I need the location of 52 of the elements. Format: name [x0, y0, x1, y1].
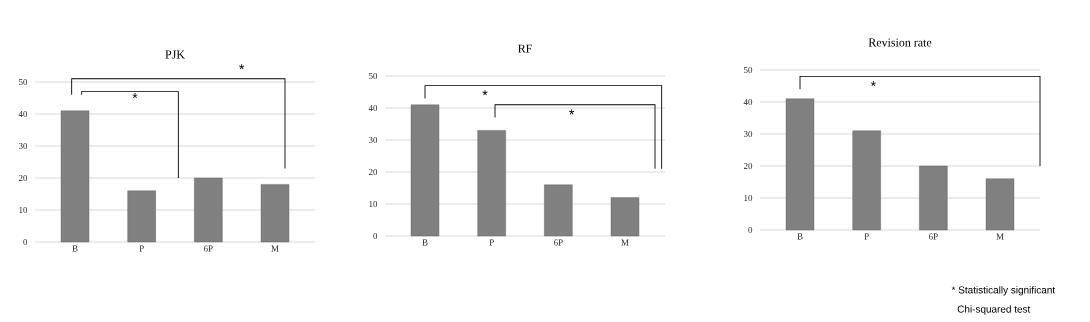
x-tick-label: P — [489, 239, 494, 246]
x-tick-label: P — [139, 245, 144, 252]
bar — [477, 130, 506, 237]
text: Chi-squared test — [957, 305, 1031, 315]
bar — [785, 98, 815, 231]
x-tick-label: B — [797, 233, 803, 240]
y-tick-label: 0 — [748, 226, 753, 234]
x-tick-label: B — [72, 245, 78, 252]
x-tick-label: B — [422, 239, 428, 246]
bar — [544, 184, 573, 237]
chart-title: Revision rate — [868, 38, 932, 47]
annotation: * — [569, 109, 575, 115]
bar — [60, 110, 90, 243]
bar — [852, 130, 881, 231]
text: * — [239, 64, 245, 70]
x-tick-label: 6P — [203, 245, 213, 252]
x-tick-label: P — [864, 233, 869, 240]
y-tick-label: 0 — [373, 232, 378, 240]
y-tick-label: 50 — [369, 72, 378, 80]
x-tick-label: M — [271, 245, 279, 252]
y-tick-label: 30 — [18, 142, 28, 150]
y-tick-label: 30 — [368, 136, 378, 144]
x-tick-label: 6P — [553, 239, 563, 246]
chart-title: PJK — [165, 50, 185, 59]
y-tick-label: 30 — [743, 130, 753, 138]
text: * Statistically significant — [951, 286, 1056, 296]
y-tick-label: 10 — [744, 194, 753, 202]
x-tick-label: M — [621, 239, 629, 246]
bar — [194, 177, 223, 243]
bar — [985, 178, 1015, 231]
y-tick-label: 40 — [368, 104, 378, 112]
y-tick-label: 40 — [18, 110, 28, 118]
y-tick-label: 50 — [744, 66, 753, 74]
y-tick-label: 10 — [369, 200, 378, 208]
y-tick-label: 50 — [19, 78, 28, 86]
y-tick-label: 10 — [19, 206, 28, 214]
annotation: * — [132, 93, 138, 99]
bar — [127, 190, 156, 243]
chart-title: RF — [518, 44, 532, 53]
y-tick-label: 0 — [23, 238, 28, 246]
y-tick-label: 40 — [743, 98, 753, 106]
bar — [919, 165, 948, 231]
annotation: * — [870, 81, 876, 87]
x-tick-label: 6P — [929, 233, 938, 240]
bar — [410, 104, 440, 237]
bar — [610, 197, 640, 237]
y-tick-label: 20 — [743, 162, 753, 170]
x-tick-label: M — [996, 233, 1004, 240]
y-tick-label: 20 — [18, 174, 28, 182]
y-tick-label: 20 — [368, 168, 378, 176]
bar — [260, 184, 290, 243]
annotation: * — [482, 90, 488, 96]
